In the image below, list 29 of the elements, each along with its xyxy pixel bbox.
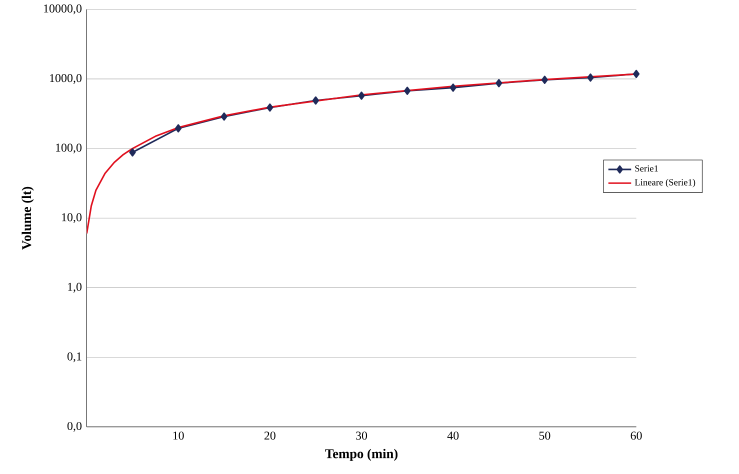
legend-label: Lineare (Serie1): [634, 179, 696, 188]
point: [496, 79, 502, 88]
point: [266, 104, 274, 112]
point: [312, 96, 320, 105]
point: [220, 112, 228, 121]
y-tick-label: 10,0: [62, 213, 82, 224]
point: [129, 148, 136, 157]
x-tick-label: 60: [630, 432, 642, 440]
legend-label: Serie1: [635, 166, 658, 172]
x-tick-label: 20: [264, 432, 276, 440]
point: [450, 84, 456, 92]
point: [404, 86, 411, 96]
x-axis-title: Tempo (min): [325, 449, 398, 462]
point: [541, 76, 548, 84]
y-tick-label: 0,1: [67, 352, 82, 362]
x-tick-label: 40: [447, 432, 459, 440]
y-tick-label: 10000,0: [44, 4, 82, 14]
point: [175, 124, 182, 133]
y-tick-label: 1,0: [68, 282, 82, 293]
y-tick-label: 100,0: [56, 144, 82, 154]
x-tick-label: 30: [356, 432, 368, 440]
x-tick-label: 10: [173, 432, 184, 440]
point: [632, 70, 640, 78]
y-axis-title: Volume (lt): [22, 187, 34, 250]
y-tick-label: 0,0: [67, 422, 82, 432]
point: [358, 92, 365, 100]
point: [587, 74, 594, 82]
y-tick-label: 1000,0: [50, 74, 82, 84]
x-tick-label: 50: [539, 432, 550, 440]
